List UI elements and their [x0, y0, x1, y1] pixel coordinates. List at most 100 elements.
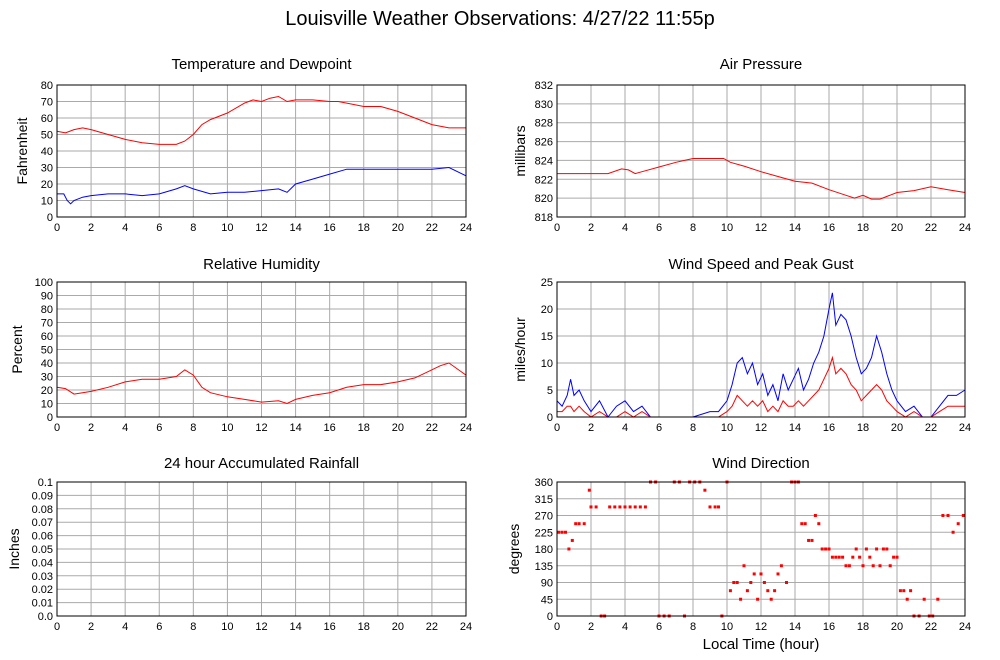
x-tick-label: 6 — [156, 621, 162, 633]
y-tick-label: 820 — [535, 193, 553, 205]
x-tick-label: 6 — [656, 422, 662, 434]
x-tick-label: 16 — [823, 621, 835, 633]
x-tick-label: 18 — [857, 621, 869, 633]
x-tick-label: 18 — [358, 222, 370, 234]
y-tick-label: 40 — [41, 358, 53, 370]
x-tick-label: 20 — [891, 621, 903, 633]
chart-temp: 0 2 4 6 8 10 12 14 16 18 20 22 2401020304050607080Te… — [14, 56, 472, 234]
data-point — [739, 597, 743, 601]
x-tick-label: 8 — [690, 621, 696, 633]
data-point — [762, 581, 766, 584]
data-point — [946, 514, 950, 517]
data-point — [817, 522, 821, 526]
x-tick-label: 14 — [789, 422, 801, 434]
x-tick-label: 2 — [88, 222, 94, 234]
y-tick-label: 70 — [41, 318, 53, 330]
data-point — [732, 581, 736, 584]
data-point — [941, 514, 945, 517]
data-point — [871, 564, 875, 568]
data-point — [851, 555, 855, 559]
x-tick-label: 12 — [755, 621, 767, 633]
y-tick-label: 20 — [41, 385, 53, 397]
y-tick-label: 0.04 — [32, 557, 53, 569]
data-point — [902, 589, 906, 593]
data-point — [847, 564, 851, 568]
y-tick-label: 45 — [541, 594, 553, 606]
y-tick-label: 832 — [535, 80, 553, 92]
y-tick-label: 15 — [541, 331, 553, 343]
y-tick-label: 90 — [41, 291, 53, 303]
chart-title: 24 hour Accumulated Rainfall — [164, 455, 359, 472]
data-point — [854, 547, 858, 551]
x-tick-label: 12 — [255, 222, 267, 234]
data-point — [735, 581, 739, 584]
x-tick-label: 4 — [622, 621, 628, 633]
x-tick-label: 16 — [324, 422, 336, 434]
x-tick-label: 8 — [190, 621, 196, 633]
data-point — [827, 547, 831, 551]
x-tick-label: 0 — [54, 422, 60, 434]
x-tick-label: 6 — [656, 621, 662, 633]
y-tick-label: 10 — [41, 196, 53, 208]
x-tick-label: 20 — [392, 621, 404, 633]
y-axis-label: millibars — [512, 125, 528, 176]
x-tick-label: 10 — [221, 222, 233, 234]
data-point — [936, 597, 940, 601]
y-axis-label: miles/hour — [512, 317, 528, 382]
data-point — [623, 505, 627, 509]
x-tick-label: 24 — [959, 621, 971, 633]
y-tick-label: 0.07 — [32, 517, 53, 529]
series-line-0 — [56, 362, 467, 405]
y-axis-label: Fahrenheit — [14, 117, 30, 184]
y-tick-label: 822 — [535, 174, 553, 186]
data-point — [577, 522, 581, 526]
x-tick-label: 4 — [122, 621, 128, 633]
series-line-0 — [56, 95, 466, 145]
y-tick-label: 70 — [41, 97, 53, 109]
x-tick-label: 0 — [554, 422, 560, 434]
data-point — [898, 589, 902, 593]
x-tick-label: 0 — [554, 222, 560, 234]
y-tick-label: 60 — [41, 331, 53, 343]
data-point — [564, 530, 567, 534]
y-tick-label: 25 — [541, 277, 553, 289]
data-point — [728, 589, 732, 593]
data-point — [628, 505, 632, 509]
data-point — [643, 505, 647, 509]
data-point — [773, 589, 777, 593]
y-tick-label: 0.03 — [32, 571, 53, 583]
y-tick-label: 826 — [535, 137, 553, 149]
x-tick-label: 14 — [289, 222, 301, 234]
x-tick-label: 14 — [789, 222, 801, 234]
chart-title: Air Pressure — [720, 56, 803, 73]
data-point — [756, 597, 760, 601]
y-tick-label: 10 — [41, 399, 53, 411]
x-tick-label: 16 — [823, 222, 835, 234]
data-point — [895, 555, 899, 559]
x-tick-label: 22 — [925, 422, 937, 434]
data-point — [589, 505, 593, 509]
x-tick-label: 2 — [88, 422, 94, 434]
y-tick-label: 60 — [41, 113, 53, 125]
y-tick-label: 30 — [41, 372, 53, 384]
y-tick-label: 90 — [541, 578, 553, 590]
y-axis-label: degrees — [506, 524, 522, 575]
y-tick-label: 824 — [535, 155, 553, 167]
data-point — [779, 564, 783, 568]
data-point — [570, 538, 574, 542]
data-point — [861, 564, 865, 568]
data-point — [875, 547, 879, 551]
page-title: Louisville Weather Observations: 4/27/22… — [285, 8, 715, 30]
data-point — [587, 488, 591, 492]
chart-title: Wind Direction — [712, 455, 810, 472]
y-tick-label: 20 — [541, 304, 553, 316]
data-point — [608, 505, 612, 509]
x-tick-label: 12 — [255, 422, 267, 434]
data-point — [582, 522, 586, 526]
y-tick-label: 0.1 — [38, 477, 53, 489]
y-tick-label: 0 — [47, 212, 53, 224]
data-point — [717, 505, 720, 509]
x-tick-label: 0 — [554, 621, 560, 633]
